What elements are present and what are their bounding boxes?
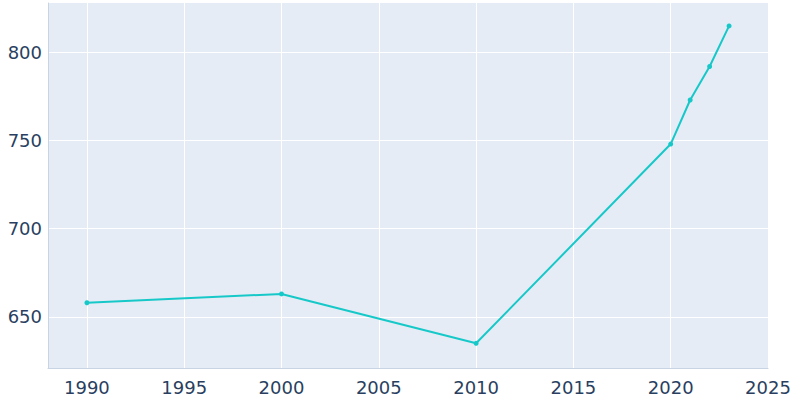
svg-text:650: 650 (8, 306, 42, 327)
svg-text:2005: 2005 (356, 377, 402, 398)
svg-text:1990: 1990 (64, 377, 110, 398)
svg-text:2020: 2020 (648, 377, 694, 398)
svg-text:1995: 1995 (161, 377, 207, 398)
svg-text:2025: 2025 (745, 377, 791, 398)
svg-text:750: 750 (8, 130, 42, 151)
svg-text:700: 700 (8, 218, 42, 239)
svg-text:2010: 2010 (453, 377, 499, 398)
svg-text:2015: 2015 (550, 377, 596, 398)
svg-text:800: 800 (8, 42, 42, 63)
svg-text:2000: 2000 (259, 377, 305, 398)
